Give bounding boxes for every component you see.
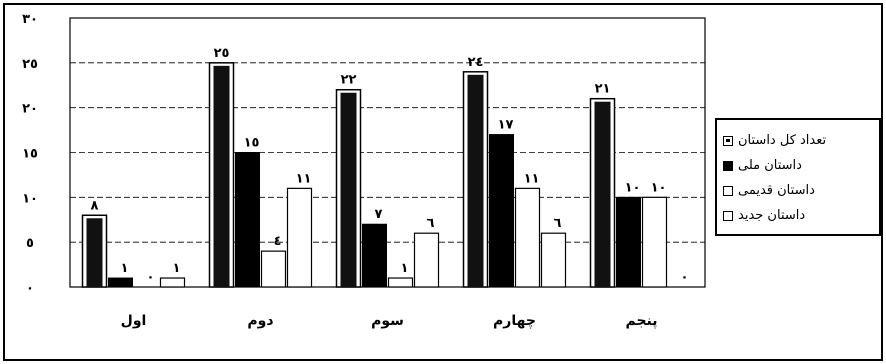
x-tick-label: چهارم bbox=[493, 313, 536, 329]
bar-total-inner bbox=[340, 92, 357, 287]
legend-item-total: تعداد کل داستان bbox=[723, 128, 873, 153]
bar-national bbox=[489, 134, 514, 288]
legend-swatch-new bbox=[723, 210, 733, 221]
data-label: ١٥ bbox=[244, 136, 260, 151]
legend-item-old: داستان قدیمی bbox=[723, 178, 873, 203]
bar-national bbox=[362, 223, 387, 288]
legend-label-old: داستان قدیمی bbox=[738, 183, 815, 198]
legend-swatch-national bbox=[723, 160, 733, 171]
y-tick-label: ١٠ bbox=[22, 191, 38, 206]
data-label: ١٠ bbox=[651, 180, 667, 195]
bar-old bbox=[387, 277, 414, 288]
gridlines bbox=[70, 62, 705, 243]
data-label: ١١ bbox=[296, 171, 312, 186]
bar-total-inner bbox=[467, 74, 484, 287]
legend-swatch-old bbox=[723, 185, 733, 196]
y-tick-label: ٠ bbox=[26, 281, 34, 296]
x-tick-label: دوم bbox=[247, 313, 273, 329]
y-tick-label: ١٥ bbox=[22, 147, 38, 162]
y-tick-label: ٢٠ bbox=[22, 102, 38, 117]
y-tick-label: ٥ bbox=[26, 236, 34, 251]
bar-new bbox=[413, 232, 440, 288]
data-label: ١ bbox=[173, 261, 181, 276]
data-label: ١ bbox=[401, 261, 409, 276]
legend-item-national: داستان ملی bbox=[723, 153, 873, 178]
bar-national bbox=[616, 196, 641, 288]
data-label: ١١ bbox=[524, 171, 540, 186]
data-label: ٢٤ bbox=[468, 55, 484, 70]
bars bbox=[81, 62, 668, 288]
data-label: ٠ bbox=[681, 270, 689, 285]
y-tick-label: ٣٠ bbox=[22, 12, 38, 27]
legend-label-national: داستان ملی bbox=[738, 158, 802, 173]
data-label: ٨ bbox=[91, 198, 99, 213]
bar-old bbox=[260, 250, 287, 288]
legend-swatch-total bbox=[723, 135, 733, 146]
data-label: ٤ bbox=[274, 234, 282, 249]
legend-item-new: داستان جدید bbox=[723, 203, 873, 228]
bar-national bbox=[235, 152, 260, 288]
plot-area bbox=[69, 17, 706, 288]
bar-total-inner bbox=[86, 218, 103, 287]
bar-new bbox=[286, 187, 313, 288]
data-label: ٦ bbox=[427, 216, 435, 231]
x-tick-label: سوم bbox=[371, 313, 404, 329]
data-label: ٢٥ bbox=[214, 46, 230, 61]
bar-old bbox=[514, 187, 541, 288]
data-label: ٢١ bbox=[595, 82, 611, 97]
data-label: ٧ bbox=[375, 207, 383, 222]
data-label: ١٠ bbox=[625, 180, 641, 195]
bar-total-inner bbox=[594, 101, 611, 287]
legend-label-new: داستان جدید bbox=[738, 208, 806, 223]
bar-national bbox=[108, 277, 133, 288]
bar-new bbox=[540, 232, 567, 288]
bar-old bbox=[641, 196, 668, 288]
legend: تعداد کل داستان داستان ملی داستان قدیمی … bbox=[715, 118, 881, 236]
legend-label-total: تعداد کل داستان bbox=[738, 133, 827, 148]
data-label: ١٧ bbox=[498, 118, 514, 133]
x-tick-label: اول bbox=[121, 313, 147, 329]
data-label: ٢٢ bbox=[341, 73, 357, 88]
y-tick-label: ٢٥ bbox=[22, 57, 38, 72]
x-tick-label: پنجم bbox=[625, 313, 657, 329]
data-label: ٠ bbox=[147, 270, 155, 285]
bar-new bbox=[159, 277, 186, 288]
bar-total-inner bbox=[213, 65, 230, 287]
data-label: ١ bbox=[121, 261, 129, 276]
data-label: ٦ bbox=[554, 216, 562, 231]
